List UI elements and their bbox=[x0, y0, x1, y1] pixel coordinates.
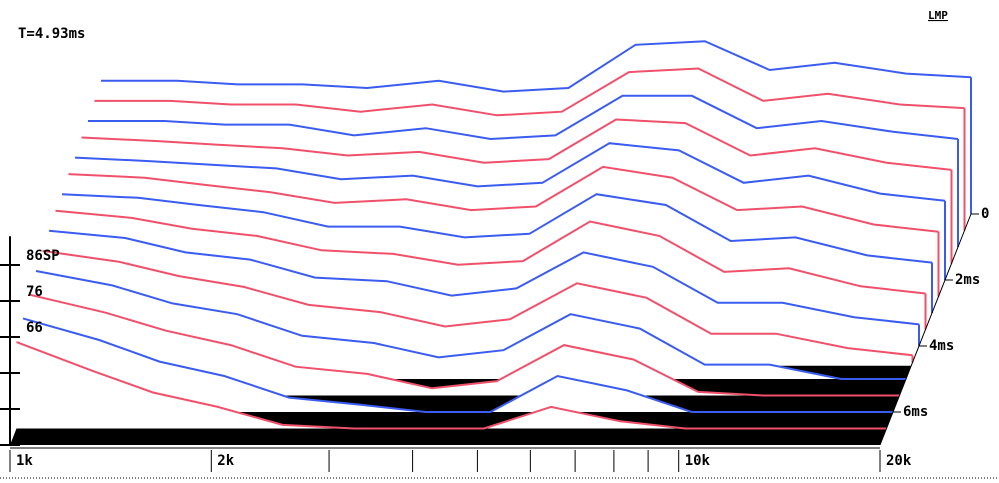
t-tick-label: 4ms bbox=[929, 338, 954, 354]
logo: LMP bbox=[928, 9, 948, 22]
slice-line bbox=[55, 209, 926, 295]
slice-line bbox=[61, 193, 933, 264]
slice-line bbox=[16, 341, 887, 430]
t-tick-label: 2ms bbox=[955, 272, 980, 288]
chart-title: T=4.93ms bbox=[18, 26, 85, 42]
x-tick-label: 10k bbox=[685, 453, 711, 469]
slice-line bbox=[101, 40, 972, 93]
slice-line bbox=[88, 94, 959, 141]
slice-fill bbox=[29, 294, 900, 396]
z-tick-label: 66 bbox=[26, 320, 43, 336]
x-tick-label: 2k bbox=[217, 453, 234, 469]
slice-line bbox=[94, 67, 965, 117]
slice-line bbox=[35, 270, 906, 380]
slice-fill bbox=[23, 318, 893, 412]
x-tick-label: 1k bbox=[16, 453, 33, 469]
z-tick-label: 76 bbox=[26, 284, 43, 300]
t-tick-label: 0 bbox=[981, 206, 989, 222]
t-tick-label: 6ms bbox=[903, 404, 928, 420]
slice-line bbox=[68, 165, 939, 233]
slice-line bbox=[29, 293, 900, 397]
z-tick-label: 86SP bbox=[26, 248, 60, 264]
slice-line bbox=[22, 317, 893, 413]
slice-line bbox=[42, 249, 913, 357]
slice-fill bbox=[16, 342, 887, 429]
slice-line bbox=[74, 142, 946, 202]
slice-line bbox=[48, 229, 920, 326]
slice-line bbox=[81, 118, 952, 171]
x-tick-label: 20k bbox=[886, 453, 912, 469]
t-axis bbox=[879, 213, 972, 446]
